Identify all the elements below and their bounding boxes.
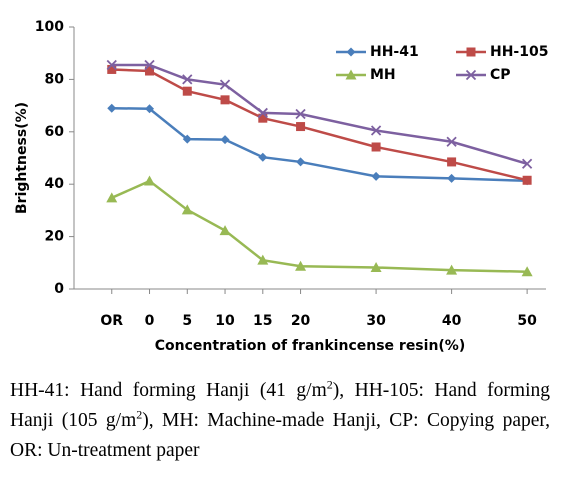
legend-marker — [345, 69, 357, 80]
x-tick-label: 15 — [253, 313, 272, 329]
legend-marker — [466, 47, 476, 57]
data-point — [258, 152, 268, 162]
x-tick-label: 40 — [442, 313, 462, 329]
y-tick-label: 0 — [54, 281, 64, 297]
data-point — [144, 59, 155, 71]
data-point — [371, 142, 381, 152]
data-point — [371, 171, 381, 181]
data-point — [258, 113, 268, 123]
x-tick-label: OR — [100, 313, 123, 329]
legend-marker — [465, 69, 477, 81]
data-point — [296, 122, 306, 132]
series-line — [111, 179, 528, 273]
series-line — [111, 68, 528, 182]
caption-text: ), HH-105: Hand forming Hanji (105 g/m — [10, 380, 550, 431]
data-point — [106, 59, 117, 71]
data-point — [144, 175, 156, 186]
data-point — [182, 86, 192, 96]
data-point — [447, 173, 457, 183]
data-point — [447, 157, 457, 167]
x-tick-label: 10 — [215, 313, 235, 329]
data-point — [370, 125, 382, 136]
caption-text: HH-41: Hand forming Hanji (41 g/m — [10, 380, 327, 401]
caption: HH-41: Hand forming Hanji (41 g/m2), HH-… — [10, 376, 550, 466]
y-tick-label: 20 — [45, 229, 65, 245]
data-point — [295, 108, 306, 120]
data-point — [521, 266, 533, 277]
data-point — [370, 262, 382, 273]
legend-label: MH — [370, 67, 396, 83]
data-point — [446, 264, 458, 275]
data-point — [106, 192, 118, 203]
data-point — [182, 134, 192, 144]
data-point — [181, 204, 193, 215]
caption-text: ), MH: Machine-made Hanji, CP: Copying p… — [10, 410, 550, 461]
data-point — [521, 158, 533, 169]
caption-superscript: 2 — [326, 377, 333, 392]
data-point — [522, 175, 532, 185]
x-tick-label: 0 — [145, 313, 155, 329]
data-point — [296, 157, 306, 167]
legend-marker — [346, 47, 356, 57]
caption-superscript: 2 — [136, 407, 143, 422]
data-point — [219, 225, 231, 236]
y-tick-label: 100 — [35, 19, 64, 35]
data-point — [257, 254, 269, 265]
data-point — [295, 260, 307, 271]
data-point — [446, 136, 457, 147]
x-tick-label: 20 — [291, 313, 311, 329]
y-tick-label: 80 — [45, 71, 65, 87]
data-point — [220, 135, 230, 145]
x-tick-label: 30 — [366, 313, 386, 329]
series-line — [111, 63, 528, 165]
data-point — [107, 103, 117, 113]
y-axis-title: Brightness(%) — [14, 102, 30, 214]
data-point — [219, 79, 231, 90]
data-point — [182, 74, 193, 85]
x-axis-title: Concentration of frankincense resin(%) — [155, 338, 465, 354]
chart: Brightness(%) Concentration of frankince… — [14, 19, 548, 354]
legend-label: CP — [490, 67, 511, 83]
legend-label: HH-105 — [490, 44, 548, 60]
data-point — [145, 66, 155, 76]
data-point — [257, 107, 268, 119]
y-tick-label: 60 — [45, 124, 65, 140]
data-point — [220, 95, 230, 105]
legend-label: HH-41 — [370, 44, 419, 60]
y-tick-label: 40 — [45, 176, 65, 192]
data-point — [145, 104, 155, 114]
data-point — [107, 64, 117, 74]
x-tick-label: 5 — [182, 313, 192, 329]
x-tick-label: 50 — [517, 313, 537, 329]
